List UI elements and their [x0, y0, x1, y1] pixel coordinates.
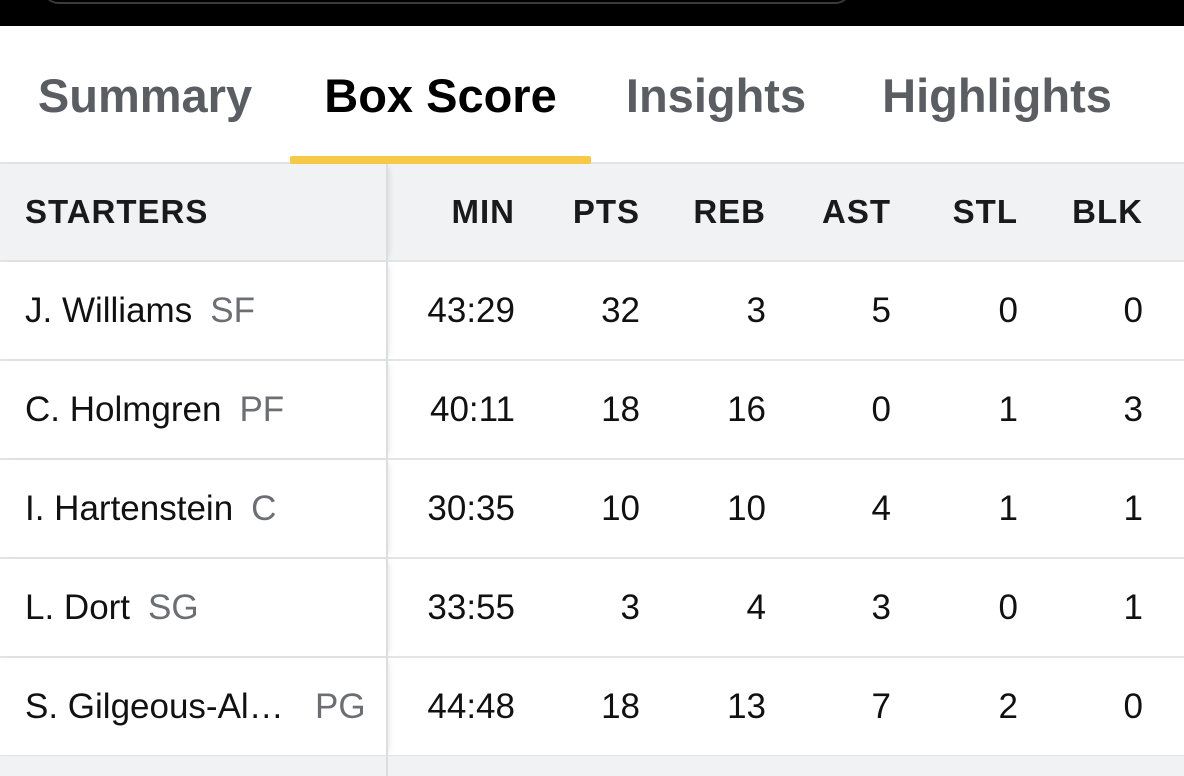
top-bar: [0, 0, 1184, 26]
stat-min: 30:35: [427, 488, 515, 528]
tab-bar: Summary Box Score Insights Highlights: [0, 26, 1184, 164]
stat-min: 43:29: [427, 290, 515, 330]
player-cell[interactable]: L. Dort SG: [0, 559, 388, 656]
player-position: SF: [210, 290, 255, 330]
stat-reb: 13: [727, 686, 766, 726]
player-cell[interactable]: I. Hartenstein C: [0, 460, 388, 557]
stat-reb: 16: [727, 389, 766, 429]
stat-min: 40:11: [430, 389, 515, 429]
stat-stl: 1: [998, 389, 1018, 429]
stat-stl: 0: [998, 290, 1018, 330]
column-header-min[interactable]: MIN: [451, 193, 515, 230]
table-header-row: STARTERS MIN PTS REB AST STL BLK: [0, 164, 1184, 262]
player-cell[interactable]: S. Gilgeous-Alexander PG: [0, 658, 388, 755]
stat-blk: 0: [1123, 686, 1143, 726]
player-position: PF: [239, 389, 285, 429]
stat-blk: 0: [1123, 290, 1143, 330]
column-divider: [386, 756, 388, 776]
top-bar-pill: [44, 0, 850, 4]
player-position: SG: [148, 587, 199, 627]
stat-pts: 18: [601, 686, 640, 726]
tab-highlights[interactable]: Highlights: [882, 68, 1112, 122]
stat-pts: 32: [601, 290, 640, 330]
stat-pts: 10: [601, 488, 640, 528]
stat-min: 33:55: [427, 587, 515, 627]
table-row[interactable]: I. Hartenstein C 30:35 10 10 4 1 1: [0, 460, 1184, 559]
column-header-pts[interactable]: PTS: [572, 193, 640, 230]
player-name[interactable]: J. Williams: [25, 290, 193, 330]
box-score-table: STARTERS MIN PTS REB AST STL BLK J. Will…: [0, 164, 1184, 776]
stat-ast: 5: [871, 290, 891, 330]
player-position: C: [251, 488, 277, 528]
active-tab-indicator: [290, 156, 591, 164]
stat-reb: 10: [727, 488, 766, 528]
player-name[interactable]: I. Hartenstein: [25, 488, 234, 528]
tab-insights[interactable]: Insights: [625, 68, 807, 122]
tab-box-score[interactable]: Box Score: [324, 68, 557, 122]
column-header-blk[interactable]: BLK: [1072, 193, 1143, 230]
player-cell[interactable]: J. Williams SF: [0, 262, 388, 359]
stat-ast: 4: [871, 488, 891, 528]
column-header-reb[interactable]: REB: [693, 193, 766, 230]
player-name[interactable]: L. Dort: [25, 587, 131, 627]
stat-pts: 3: [620, 587, 640, 627]
player-cell[interactable]: C. Holmgren PF: [0, 361, 388, 458]
next-section-strip: [0, 756, 1184, 776]
stat-reb: 3: [746, 290, 766, 330]
table-row[interactable]: S. Gilgeous-Alexander PG 44:48 18 13 7 2…: [0, 658, 1184, 757]
column-header-stl[interactable]: STL: [952, 193, 1018, 230]
stat-reb: 4: [746, 587, 766, 627]
table-row[interactable]: L. Dort SG 33:55 3 4 3 0 1: [0, 559, 1184, 658]
stat-blk: 1: [1123, 488, 1143, 528]
stat-stl: 1: [998, 488, 1018, 528]
stat-ast: 0: [871, 389, 891, 429]
player-name[interactable]: C. Holmgren: [25, 389, 222, 429]
stat-stl: 2: [998, 686, 1018, 726]
tab-summary[interactable]: Summary: [37, 68, 253, 122]
player-name[interactable]: S. Gilgeous-Alexander: [25, 686, 297, 726]
stat-stl: 0: [998, 587, 1018, 627]
stat-blk: 3: [1123, 389, 1143, 429]
stat-min: 44:48: [427, 686, 515, 726]
stat-blk: 1: [1123, 587, 1143, 627]
stat-pts: 18: [601, 389, 640, 429]
table-row[interactable]: J. Williams SF 43:29 32 3 5 0 0: [0, 262, 1184, 361]
stat-ast: 3: [871, 587, 891, 627]
table-row[interactable]: C. Holmgren PF 40:11 18 16 0 1 3: [0, 361, 1184, 460]
column-header-ast[interactable]: AST: [822, 193, 891, 230]
section-header-starters: STARTERS: [0, 164, 388, 260]
player-position: PG: [315, 686, 366, 726]
stat-ast: 7: [871, 686, 891, 726]
